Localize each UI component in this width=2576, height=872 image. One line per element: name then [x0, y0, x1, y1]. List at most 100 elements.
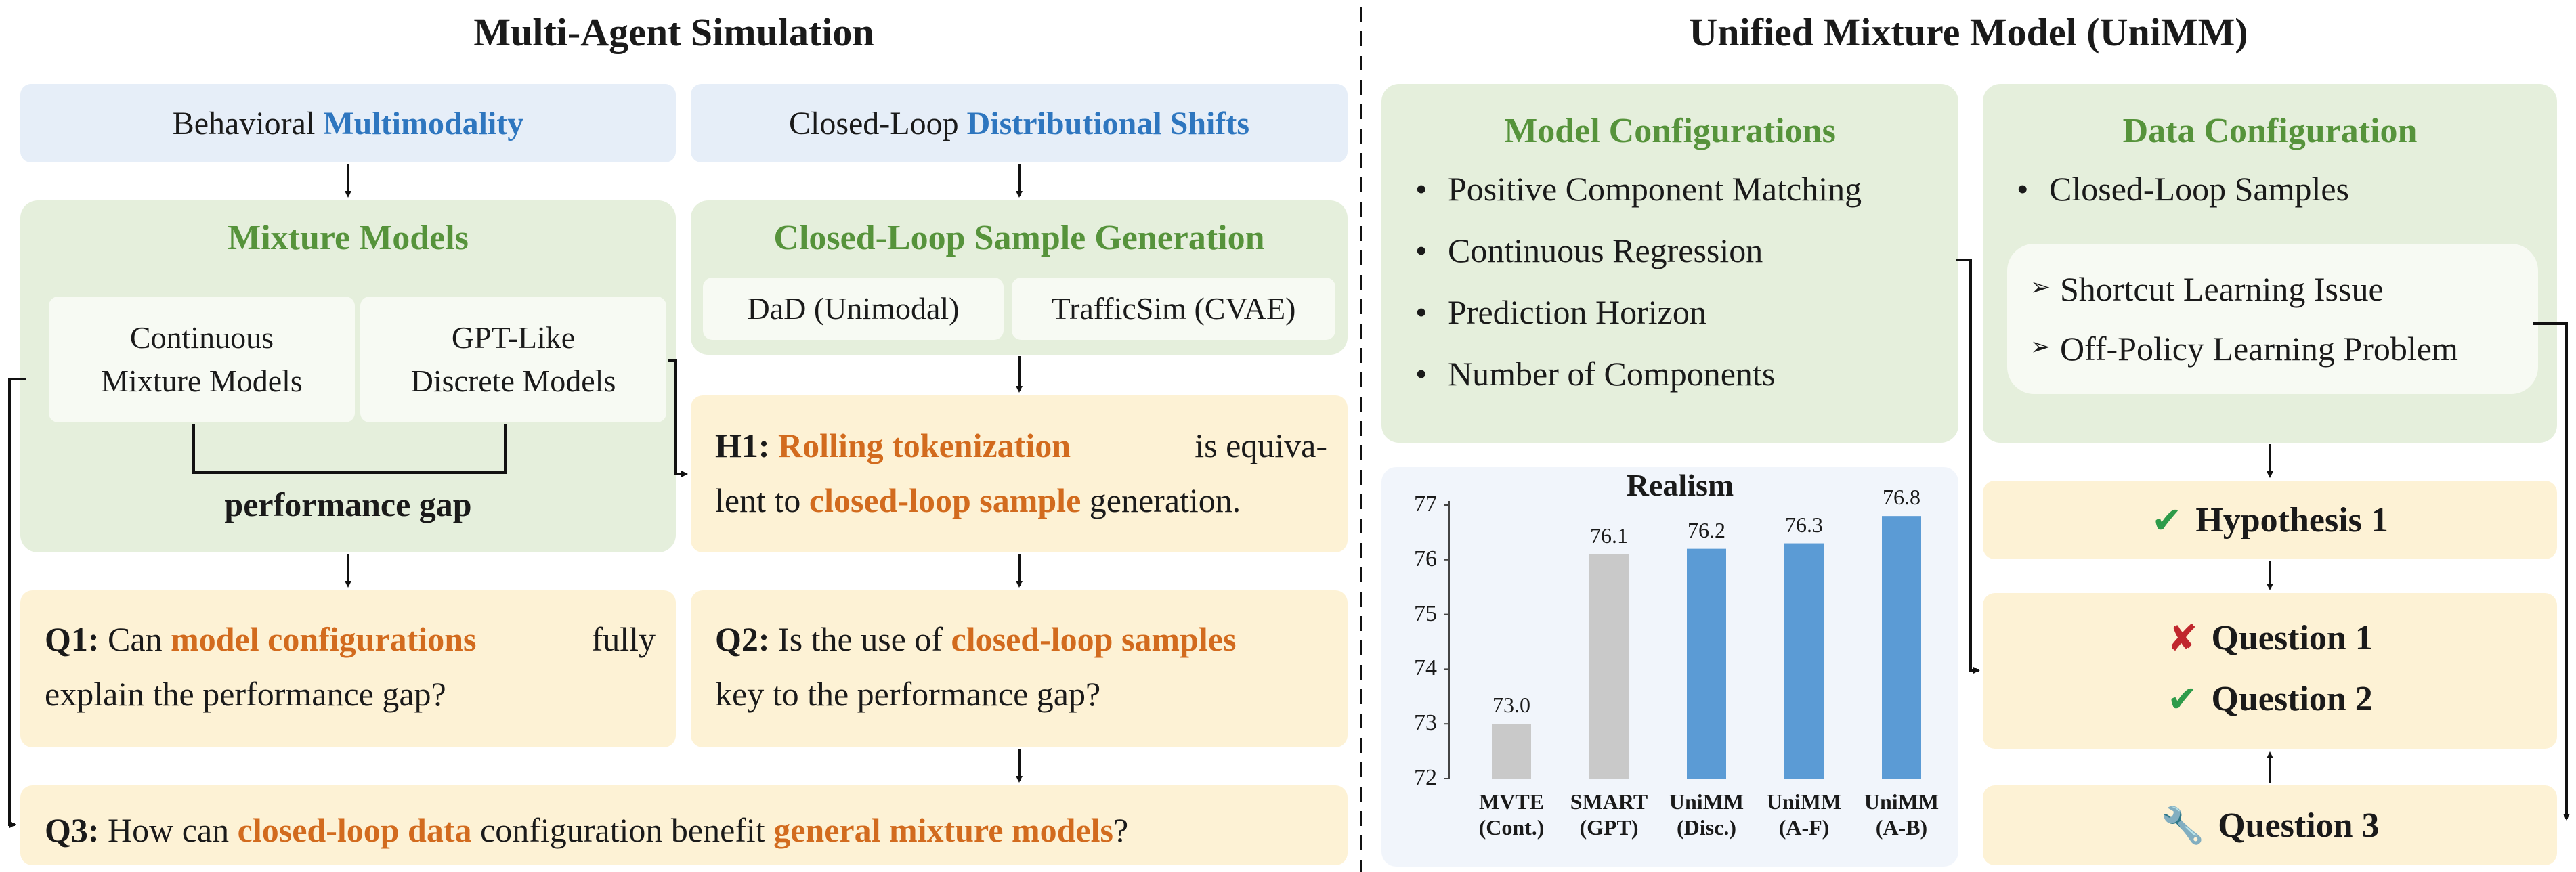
q3-label: Q3:: [45, 811, 108, 849]
gpt-like-discrete-models-box: GPT-Like Discrete Models: [360, 297, 666, 422]
continuous-line2: Mixture Models: [101, 364, 303, 398]
mixture-models-title: Mixture Models: [228, 219, 469, 257]
bar-value-label: 76.2: [1688, 517, 1725, 542]
category-label-line: UniMM: [1766, 789, 1842, 814]
category-label-line: (A-B): [1875, 814, 1928, 840]
chart-svg: [1444, 501, 1921, 779]
distributional-shifts-highlight: Distributional Shifts: [966, 105, 1250, 141]
question3-label: Question 3: [2218, 806, 2380, 845]
closed-loop-samples-highlight: closed-loop samples: [951, 620, 1237, 658]
h1-end: generation.: [1081, 481, 1241, 519]
arrow-data-config-to-question3: [2533, 322, 2570, 821]
bar-value-label: 76.3: [1785, 512, 1823, 537]
y-tick-label: 76: [1414, 546, 1437, 571]
q1-mid: fully: [583, 620, 656, 658]
general-mixture-models-highlight: general mixture models: [773, 811, 1113, 849]
bar-unimm-a-f: [1784, 543, 1824, 779]
rolling-tokenization-highlight: Rolling tokenization: [778, 427, 1071, 464]
gpt-line1: GPT-Like: [451, 320, 576, 355]
data-configuration-list: Closed-Loop Samples: [2004, 169, 2546, 231]
q1-box: Q1: Can model configurations fully expla…: [20, 590, 676, 747]
y-tick-label: 77: [1414, 492, 1437, 517]
question3-box: 🔧 Question 3: [1983, 785, 2557, 865]
question2-label: Question 2: [2211, 679, 2373, 718]
category-label: SMART (GPT): [1551, 789, 1667, 841]
q3-mid: configuration benefit: [471, 811, 774, 849]
category-label: MVTE (Cont.): [1454, 789, 1569, 841]
y-tick-label: 75: [1414, 601, 1437, 626]
distributional-shifts-box: Closed-Loop Distributional Shifts: [691, 84, 1348, 162]
left-panel-title: Multi-Agent Simulation: [473, 10, 874, 54]
category-label-line: (A-F): [1778, 814, 1830, 840]
dad-unimodal-box: DaD (Unimodal): [703, 278, 1004, 340]
multimodality-highlight: Multimodality: [323, 105, 524, 141]
category-label-line: SMART: [1570, 789, 1648, 814]
chart-plot-area: 72 73 74 75 76 77 73.0 MVTE (Cont.) 76.1 SMART (GPT…: [1381, 467, 1958, 867]
model-configurations-list: Positive Component Matching Continuous R…: [1403, 169, 1952, 416]
question1-row: ✘ Question 1: [1983, 613, 2557, 662]
trafficsim-cvae-box: TrafficSim (CVAE): [1012, 278, 1335, 340]
bar-value-label: 76.8: [1883, 485, 1920, 510]
check-icon: ✔: [2151, 498, 2183, 542]
y-tick-label: 72: [1414, 765, 1437, 790]
category-label-line: MVTE: [1479, 789, 1544, 814]
data-configuration-box: Data Configuration Closed-Loop Samples S…: [1983, 84, 2557, 443]
hypothesis1-box: ✔ Hypothesis 1: [1983, 481, 2557, 559]
performance-gap-label: performance gap: [224, 485, 472, 523]
bar-value-label: 73.0: [1493, 693, 1530, 718]
h1-label: H1:: [715, 427, 779, 464]
continuous-mixture-models-box: Continuous Mixture Models: [49, 297, 355, 422]
category-label-line: (Cont.): [1478, 814, 1545, 840]
category-label-line: (Disc.): [1677, 814, 1736, 840]
bar-value-label: 76.1: [1590, 523, 1628, 548]
h1-mid2: lent to: [715, 481, 809, 519]
q3-pre: How can: [108, 811, 238, 849]
hypothesis1-label: Hypothesis 1: [2195, 500, 2388, 540]
model-configurations-title: Model Configurations: [1504, 112, 1836, 150]
data-item-closed-loop-samples: Closed-Loop Samples: [2004, 169, 2546, 231]
cross-icon: ✘: [2167, 616, 2198, 659]
closed-loop-sample-highlight: closed-loop sample: [809, 481, 1081, 519]
config-item-number-of-components: Number of Components: [1403, 354, 1952, 416]
data-configuration-title: Data Configuration: [2122, 112, 2418, 150]
q2-pre: Is the use of: [778, 620, 951, 658]
category-label: UniMM (A-F): [1746, 789, 1862, 841]
q1-pre: Can: [108, 620, 171, 658]
closed-loop-prefix: Closed-Loop: [788, 105, 967, 141]
chart-title: Realism: [1626, 468, 1734, 502]
q2-label: Q2:: [715, 620, 779, 658]
arrow-model-config-to-questions: [1956, 259, 1980, 674]
h1-mid1: is equiva-: [1186, 427, 1327, 464]
closed-loop-issues-list: Shortcut Learning Issue Off-Policy Learn…: [2023, 269, 2531, 389]
category-label-line: (GPT): [1579, 814, 1639, 840]
config-item-positive-component-matching: Positive Component Matching: [1403, 169, 1952, 231]
config-item-continuous-regression: Continuous Regression: [1403, 231, 1952, 292]
config-item-prediction-horizon: Prediction Horizon: [1403, 292, 1952, 354]
bar-smart-gpt: [1589, 554, 1629, 779]
y-tick-label: 73: [1414, 710, 1437, 736]
issue-off-policy-learning: Off-Policy Learning Problem: [2023, 329, 2531, 389]
questions-box: ✘ Question 1 ✔ Question 2: [1983, 593, 2557, 749]
arrow-mixture-to-q3: [8, 378, 26, 828]
q2-box: Q2: Is the use of closed-loop samples ke…: [691, 590, 1348, 747]
question1-label: Question 1: [2211, 618, 2373, 657]
mixture-models-box: Mixture Models Continuous Mixture Models …: [20, 200, 676, 552]
q3-end: ?: [1113, 811, 1129, 849]
bar-mvte-cont: [1492, 724, 1531, 779]
arrow-gpt-to-h1: [668, 359, 688, 477]
model-configurations-box: Model Configurations Positive Component …: [1381, 84, 1958, 443]
closed-loop-data-highlight: closed-loop data: [237, 811, 472, 849]
q1-line2: explain the performance gap?: [45, 675, 446, 713]
sample-generation-title: Closed-Loop Sample Generation: [773, 219, 1265, 257]
closed-loop-issues-box: Shortcut Learning Issue Off-Policy Learn…: [2007, 244, 2538, 394]
q2-line2: key to the performance gap?: [715, 675, 1101, 713]
wrench-icon: 🔧: [2160, 805, 2205, 846]
category-label: UniMM (A-B): [1844, 789, 1959, 841]
realism-chart: Realism 72 73 74 75 76 77 73.0 MVTE (Cont.) 76.1 S…: [1381, 467, 1958, 867]
check-icon: ✔: [2167, 677, 2198, 720]
behavioral-multimodality-box: Behavioral Multimodality: [20, 84, 676, 162]
issue-shortcut-learning: Shortcut Learning Issue: [2023, 269, 2531, 329]
category-label-line: UniMM: [1864, 789, 1939, 814]
bar-unimm-a-b: [1882, 516, 1921, 779]
